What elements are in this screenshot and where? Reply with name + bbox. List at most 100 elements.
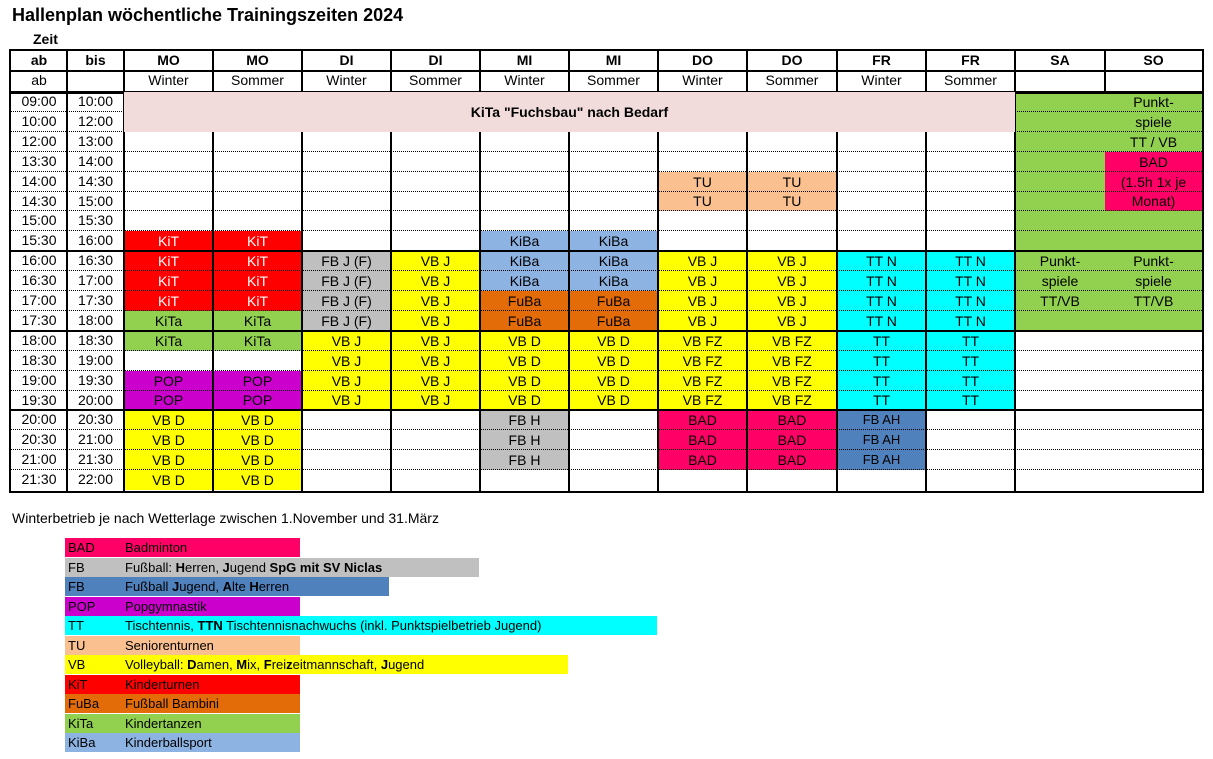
schedule-entry: FB H [480, 430, 569, 450]
header-season: ab [31, 72, 47, 88]
schedule-entry: FB J (F) [302, 271, 391, 291]
legend-description: Seniorenturnen [125, 637, 214, 653]
legend-item: TT Tischtennis, TTN Tischtennisnachwuchs … [65, 616, 657, 635]
row-line [11, 290, 1202, 291]
schedule-entry: VB D [124, 430, 213, 450]
legend-item: KiT Kinderturnen [65, 674, 300, 694]
time-start: 14:30 [21, 193, 57, 209]
schedule-entry: VB J [391, 271, 480, 291]
header-day: bis [85, 52, 106, 68]
legend-item: BAD Badminton [65, 538, 300, 557]
header-day: SO [1143, 52, 1164, 68]
schedule-entry: VB J [391, 331, 480, 351]
row-line [11, 171, 1202, 172]
row-line [11, 449, 1202, 450]
legend-item: TU Seniorenturnen [65, 635, 300, 655]
schedule-entry: BAD [747, 450, 837, 470]
header-season: Winter [682, 72, 723, 88]
header-season: Sommer [765, 72, 819, 88]
schedule-entry: KiT [124, 231, 213, 251]
schedule-entry: VB J [747, 251, 837, 271]
legend-description: Popgymnastik [125, 598, 207, 614]
legend-abbr: TU [68, 637, 86, 653]
schedule-entry: TT N [837, 291, 926, 311]
schedule-entry: VB J [658, 291, 747, 311]
row-line [11, 429, 1202, 430]
schedule-entry: FB AH [837, 430, 926, 450]
header-day: MI [516, 52, 533, 68]
saturday-text: TT/VB [1040, 293, 1080, 309]
time-start: 15:30 [21, 232, 57, 248]
schedule-entry: KiT [124, 271, 213, 291]
schedule-entry: KiBa [569, 251, 658, 271]
time-end: 13:00 [77, 133, 114, 149]
column-line [1104, 51, 1106, 92]
schedule-entry: VB J [302, 371, 391, 391]
schedule-entry: KiT [124, 251, 213, 271]
column-line [657, 51, 659, 491]
legend-description: Fußball Bambini [125, 696, 219, 711]
schedule-entry: KiTa [124, 331, 213, 351]
header-season [1105, 71, 1202, 91]
schedule-entry: POP [124, 371, 213, 391]
schedule-entry: VB FZ [747, 331, 837, 351]
schedule-entry: VB FZ [747, 391, 837, 410]
schedule-entry: VB J [302, 391, 391, 410]
time-end: 12:00 [77, 113, 114, 129]
row-line [11, 310, 1202, 311]
page-title: Hallenplan wöchentliche Trainingszeiten … [12, 5, 404, 25]
schedule-entry: KiBa [480, 251, 569, 271]
legend-abbr: BAD [68, 540, 95, 555]
time-start: 21:00 [21, 451, 57, 467]
schedule-entry: FuBa [569, 311, 658, 331]
schedule-entry: VB D [213, 450, 302, 470]
column-line [390, 51, 392, 491]
schedule-entry: FB J (F) [302, 251, 391, 271]
time-start: 13:30 [21, 153, 57, 169]
time-start: 18:30 [21, 352, 57, 368]
schedule-entry: VB J [302, 351, 391, 371]
schedule-entry: BAD [747, 430, 837, 450]
schedule-entry: VB FZ [747, 351, 837, 371]
row-line [11, 350, 1202, 351]
legend-abbr: KiBa [68, 735, 96, 750]
schedule-entry: VB J [658, 251, 747, 271]
sunday-text: TT/VB [1133, 293, 1174, 309]
schedule-entry: BAD [747, 410, 837, 430]
column-line [925, 51, 927, 491]
time-start: 19:00 [21, 372, 57, 388]
row-line [11, 330, 1202, 332]
schedule-entry: KiBa [480, 231, 569, 251]
row-line [11, 270, 1202, 271]
legend-item: KiBa Kinderballsport [65, 733, 300, 752]
schedule-entry: VB J [391, 351, 480, 371]
header-season: Sommer [409, 72, 462, 88]
schedule-entry: POP [213, 371, 302, 391]
saturday-text: Punkt- [1039, 253, 1081, 269]
schedule-entry: VB J [747, 291, 837, 311]
time-start: 17:00 [21, 292, 57, 308]
legend-description: Kinderballsport [125, 735, 212, 750]
schedule-entry: TT [837, 371, 926, 391]
schedule-entry: VB J [391, 371, 480, 391]
header-day: ab [30, 52, 48, 68]
schedule-entry: FuBa [480, 291, 569, 311]
schedule-entry: TT [837, 391, 926, 410]
legend-item: FB Fußball: Herren, Jugend SpG mit SV Nic… [65, 557, 479, 577]
schedule-entry: TT N [837, 251, 926, 271]
schedule-entry: VB D [213, 470, 302, 490]
legend-item: POP Popgymnastik [65, 596, 300, 616]
schedule-grid: ab bis MO MO DI DI MI MI DO DO FR FR SA SO ab Winter Som… [9, 49, 1204, 493]
schedule-entry: TU [747, 172, 837, 192]
schedule-entry: TT N [837, 271, 926, 291]
schedule-entry: VB FZ [658, 351, 747, 371]
sunday-text: BAD [1139, 154, 1168, 170]
legend-item: KiTa Kindertanzen [65, 713, 300, 733]
schedule-entry: BAD [658, 430, 747, 450]
column-line [123, 51, 125, 491]
time-end: 17:00 [77, 272, 114, 288]
time-start: 09:00 [21, 93, 57, 109]
kita-band: KiTa "Fuchsbau" nach Bedarf [124, 92, 1015, 132]
header-season: Winter [326, 72, 367, 88]
schedule-entry: VB J [658, 311, 747, 331]
